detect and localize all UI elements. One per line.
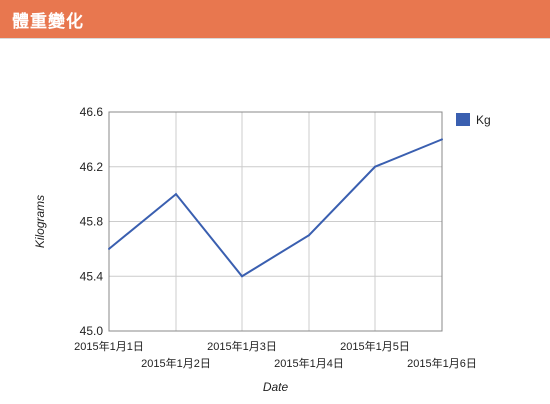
x-tick-label: 2015年1月4日 <box>274 356 344 370</box>
y-tick-label: 45.8 <box>80 215 104 229</box>
y-axis-title: Kilograms <box>33 195 47 248</box>
data-point <box>175 193 177 196</box>
series-line-kg <box>108 138 443 278</box>
chart-area: 45.0 45.4 45.8 46.2 46.6 2015年1月1日 2015年1月2日 20… <box>0 39 550 400</box>
panel-header: 體重變化 <box>0 0 550 39</box>
y-tick-label: 46.6 <box>80 105 104 119</box>
x-tick-label: 2015年1月5日 <box>340 339 410 353</box>
data-point <box>308 234 310 237</box>
y-tick-label: 45.0 <box>80 324 104 338</box>
data-point <box>374 165 376 168</box>
legend-label-kg: Kg <box>476 113 491 127</box>
weight-line-chart: 45.0 45.4 45.8 46.2 46.6 2015年1月1日 2015年1月2日 20… <box>33 105 491 394</box>
data-point <box>441 138 443 141</box>
x-tick-label: 2015年1月2日 <box>141 356 211 370</box>
data-point <box>241 275 243 278</box>
x-tick-label: 2015年1月1日 <box>74 339 144 353</box>
x-tick-label: 2015年1月6日 <box>407 356 477 370</box>
data-point <box>108 247 110 250</box>
y-tick-label: 46.2 <box>80 160 104 174</box>
panel-title: 體重變化 <box>12 12 84 32</box>
plot-frame <box>108 111 443 332</box>
x-tick-label: 2015年1月3日 <box>207 339 277 353</box>
legend-swatch-kg <box>456 113 470 126</box>
x-axis-title: Date <box>263 380 289 394</box>
y-tick-label: 45.4 <box>80 269 104 283</box>
